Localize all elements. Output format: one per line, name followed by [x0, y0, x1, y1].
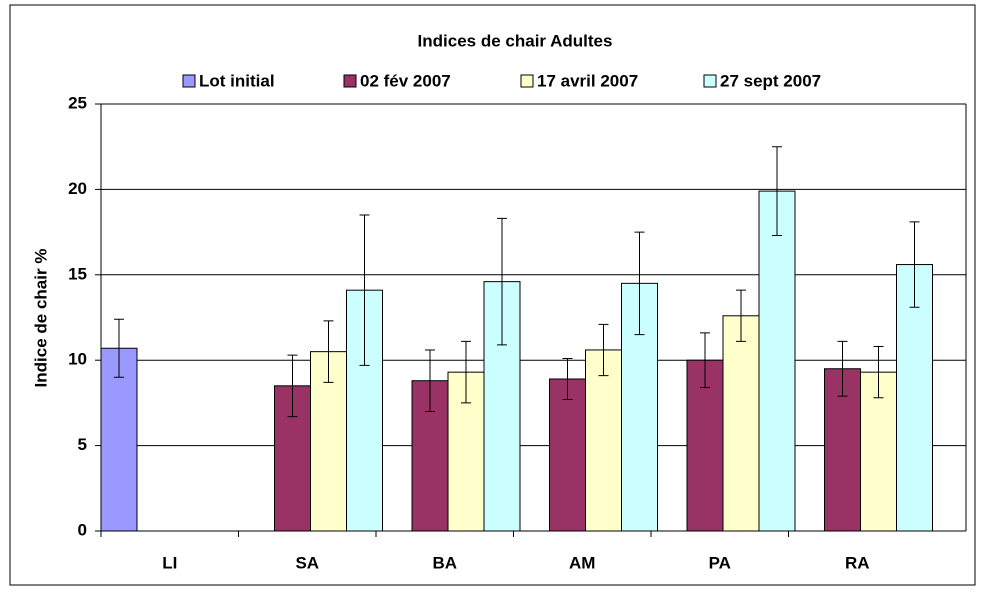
error-bar: [598, 323, 609, 377]
error-bar: [837, 340, 848, 397]
error-bar: [736, 289, 746, 342]
legend-swatch: [520, 74, 534, 88]
y-tick-label: 0: [78, 520, 87, 539]
error-bar: [772, 146, 782, 237]
bar: [100, 347, 138, 532]
x-tick-label: LI: [162, 553, 177, 572]
legend-swatch: [343, 74, 357, 88]
error-bar: [634, 231, 645, 336]
x-tick-label: BA: [432, 553, 457, 572]
y-tick-label: 15: [68, 264, 87, 283]
y-axis-label: Indice de chair %: [31, 249, 50, 388]
legend-label: 17 avril 2007: [537, 71, 638, 90]
error-bar: [700, 332, 710, 389]
bar: [585, 349, 622, 532]
error-bar: [562, 357, 573, 400]
legend-label: Lot initial: [199, 71, 275, 90]
x-tick-label: AM: [569, 553, 595, 572]
y-tick-label: 20: [68, 179, 87, 198]
error-bar: [425, 349, 435, 412]
error-bar: [497, 217, 507, 346]
error-bar: [873, 346, 884, 399]
chart-title: Indices de chair Adultes: [418, 31, 613, 50]
legend-label: 27 sept 2007: [720, 71, 821, 90]
legend-swatch: [703, 74, 717, 88]
error-bar: [461, 340, 471, 404]
bar: [758, 190, 796, 532]
error-bar: [287, 354, 298, 418]
error-bar: [909, 221, 920, 308]
chart-frame: [9, 4, 976, 586]
bar: [896, 264, 933, 532]
y-tick-label: 5: [78, 435, 87, 454]
y-tick-label: 10: [68, 350, 87, 369]
error-bar: [323, 320, 334, 383]
x-tick-label: SA: [295, 553, 319, 572]
error-bar: [359, 214, 370, 366]
x-tick-label: RA: [845, 553, 870, 572]
bar: [860, 371, 897, 532]
bar: [549, 378, 586, 532]
legend-label: 02 fév 2007: [360, 71, 451, 90]
x-tick-label: PA: [709, 553, 731, 572]
bar: [722, 315, 760, 532]
y-tick-label: 25: [68, 93, 87, 112]
legend-swatch: [182, 74, 196, 88]
error-bar: [114, 318, 124, 378]
